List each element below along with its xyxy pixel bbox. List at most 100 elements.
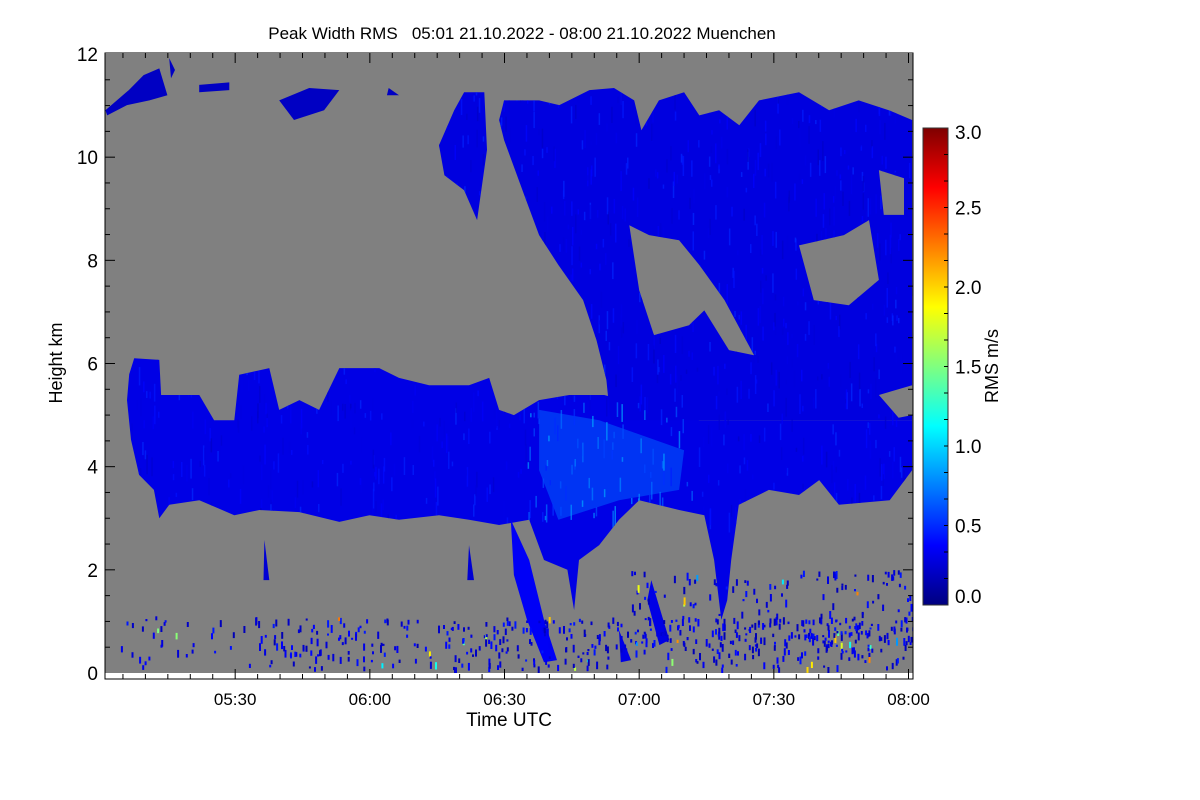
speckle	[826, 623, 829, 627]
texture-streak	[698, 140, 700, 148]
texture-streak	[718, 164, 720, 170]
texture-streak	[296, 480, 299, 498]
texture-streak	[548, 435, 550, 442]
speckle	[493, 634, 496, 641]
speckle	[283, 646, 286, 652]
echo-region-top-cirrus-4	[199, 82, 230, 93]
speckle	[564, 658, 567, 665]
texture-streak	[791, 359, 793, 368]
texture-streak	[565, 239, 568, 253]
speckle	[269, 664, 272, 668]
texture-streak	[317, 470, 320, 488]
texture-streak	[878, 106, 881, 117]
texture-streak	[615, 223, 617, 243]
texture-streak	[803, 487, 806, 493]
echo-region-enhanced-core	[539, 409, 685, 520]
texture-streak	[599, 263, 601, 271]
texture-streak	[648, 178, 650, 189]
speckle	[483, 635, 486, 639]
speckle	[359, 625, 362, 629]
texture-streak	[750, 434, 752, 442]
speckle	[861, 611, 864, 619]
speckle	[372, 651, 374, 655]
texture-streak	[782, 296, 785, 307]
texture-streak	[337, 405, 339, 422]
speckle	[728, 653, 731, 658]
texture-streak	[537, 401, 540, 419]
speckle	[711, 648, 714, 651]
speckle	[827, 643, 830, 649]
speckle	[516, 645, 519, 652]
texture-streak	[600, 291, 603, 308]
speckle	[656, 632, 659, 637]
texture-streak	[879, 119, 881, 135]
texture-streak	[770, 362, 773, 375]
texture-streak	[868, 423, 871, 435]
texture-streak	[477, 390, 479, 397]
texture-streak	[702, 436, 705, 448]
texture-streak	[793, 370, 796, 388]
texture-streak	[606, 123, 608, 132]
texture-streak	[785, 322, 787, 329]
speckle	[756, 598, 758, 604]
speckle	[769, 622, 772, 628]
texture-streak	[414, 385, 416, 396]
texture-streak	[533, 111, 535, 129]
echo-region-fall-streak-e	[263, 539, 270, 581]
speckle	[273, 639, 276, 646]
speckle	[289, 653, 292, 658]
texture-streak	[724, 412, 726, 428]
speckle	[805, 619, 808, 624]
speckle	[406, 625, 409, 631]
speckle	[900, 627, 903, 632]
texture-streak	[509, 413, 511, 431]
texture-streak	[900, 467, 903, 478]
speckle	[148, 656, 151, 661]
y-tick-label: 2	[87, 561, 98, 582]
texture-streak	[503, 98, 505, 112]
texture-streak	[181, 462, 183, 477]
speckle	[748, 645, 751, 651]
texture-streak	[538, 129, 540, 136]
speckle	[131, 623, 134, 629]
speckle	[543, 627, 546, 634]
speckle	[824, 637, 827, 641]
speckle	[546, 621, 549, 629]
texture-streak	[854, 484, 856, 503]
texture-streak	[759, 249, 762, 256]
speckle	[760, 637, 763, 644]
speckle	[248, 663, 251, 668]
texture-streak	[242, 465, 245, 485]
texture-streak	[445, 433, 448, 454]
speckle	[191, 649, 194, 654]
texture-streak	[153, 383, 156, 402]
speckle	[120, 646, 123, 653]
texture-streak	[880, 485, 883, 500]
texture-streak	[735, 507, 737, 526]
texture-streak	[899, 234, 901, 241]
speckle	[772, 664, 775, 669]
y-tick-label: 4	[87, 458, 98, 479]
texture-streak	[523, 405, 525, 424]
speckle	[582, 652, 585, 655]
speckle	[798, 634, 801, 640]
x-tick-label: 06:30	[483, 690, 526, 709]
texture-streak	[663, 355, 665, 373]
speckle	[669, 624, 672, 632]
speckle	[869, 645, 872, 650]
texture-streak	[340, 488, 342, 506]
texture-streak	[597, 437, 599, 449]
speckle	[839, 622, 842, 626]
speckle	[861, 612, 864, 615]
texture-streak	[890, 247, 892, 264]
texture-streak	[168, 497, 170, 508]
speckle	[705, 639, 708, 647]
speckle	[652, 643, 654, 648]
texture-streak	[910, 288, 913, 296]
texture-streak	[639, 292, 641, 303]
speckle	[569, 623, 572, 626]
texture-streak	[500, 117, 503, 126]
texture-streak	[864, 475, 867, 490]
speckle	[716, 649, 719, 654]
